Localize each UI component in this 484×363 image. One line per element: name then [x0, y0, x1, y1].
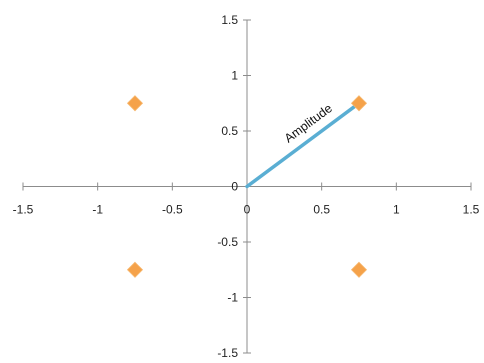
data-point: [350, 261, 368, 278]
x-tick-label: -0.5: [162, 203, 183, 217]
x-tick-label: -1: [92, 203, 103, 217]
amplitude-vector: [245, 104, 357, 189]
x-tick-label: -1.5: [13, 203, 34, 217]
data-point: [126, 261, 144, 278]
ticks: -1.5 -1 -0.5 0 0.5 1 1.5 -1.5 -1 -0.5 0 0.5 1 1.5: [13, 13, 480, 360]
y-tick-label: -1: [227, 291, 238, 305]
x-tick-label: 1: [393, 203, 400, 217]
x-tick-label: 1.5: [463, 203, 480, 217]
data-point: [126, 95, 144, 112]
y-tick-label: -0.5: [217, 235, 238, 249]
y-tick-label: 1.5: [221, 13, 238, 27]
vector-layer: Amplitude: [245, 101, 357, 189]
y-tick-label: 1: [231, 69, 238, 83]
x-tick-label: 0: [244, 203, 251, 217]
data-point: [350, 95, 368, 112]
x-tick-label: 0.5: [313, 203, 330, 217]
y-tick-label: 0: [231, 180, 238, 194]
y-tick-label: -1.5: [217, 346, 238, 360]
y-tick-label: 0.5: [221, 124, 238, 138]
points-layer: [126, 95, 368, 278]
